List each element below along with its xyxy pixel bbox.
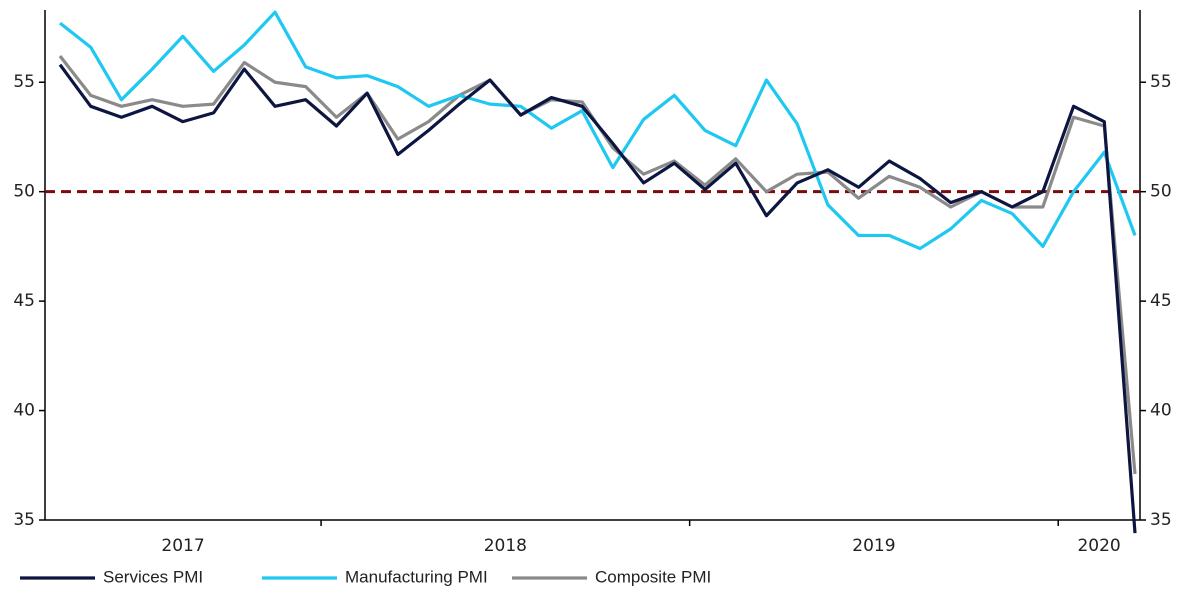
y2-tick-label: 55: [1150, 72, 1172, 92]
y-tick-label: 40: [13, 401, 35, 421]
legend-label: Services PMI: [103, 567, 203, 586]
x-tick-label: 2020: [1077, 536, 1120, 556]
x-tick-label: 2019: [852, 536, 895, 556]
y2-tick-label: 45: [1150, 291, 1172, 311]
legend-label: Composite PMI: [595, 567, 711, 586]
y-tick-label: 45: [13, 291, 35, 311]
y2-tick-label: 40: [1150, 401, 1172, 421]
y2-tick-label: 50: [1150, 182, 1172, 202]
x-tick-label: 2017: [161, 536, 204, 556]
y-tick-label: 50: [13, 182, 35, 202]
series-line: [58, 54, 1137, 475]
x-tick-label: 2018: [484, 536, 527, 556]
series-line: [58, 63, 1137, 534]
legend-label: Manufacturing PMI: [345, 567, 488, 586]
series-line: [59, 10, 1137, 251]
y-tick-label: 35: [13, 510, 35, 530]
y-tick-label: 55: [13, 72, 35, 92]
y2-tick-label: 35: [1150, 510, 1172, 530]
